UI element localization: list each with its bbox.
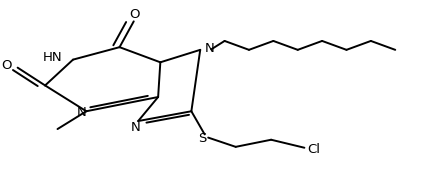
Text: S: S [198,132,206,145]
Text: O: O [1,59,12,72]
Text: Cl: Cl [308,143,321,156]
Text: HN: HN [42,51,62,64]
Text: N: N [131,121,141,134]
Text: N: N [77,106,87,119]
Text: N: N [205,41,214,55]
Text: O: O [129,8,140,21]
